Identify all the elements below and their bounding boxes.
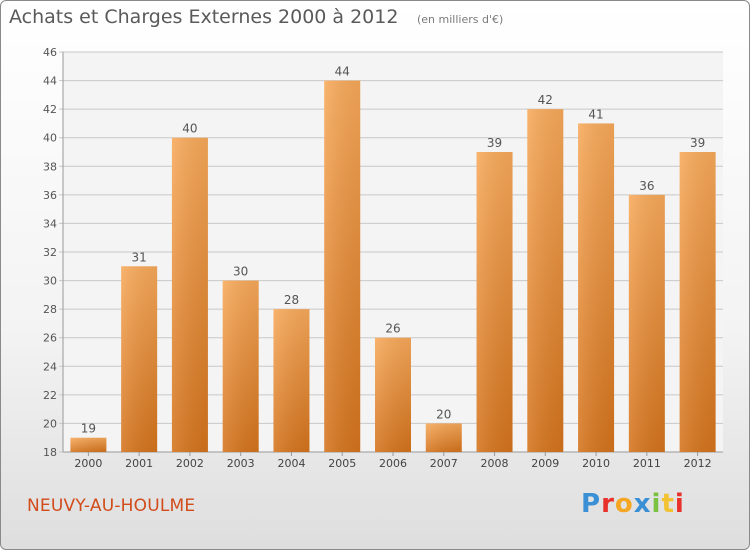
x-tick-label: 2004 xyxy=(277,457,305,470)
bar-shade xyxy=(679,152,716,452)
logo-letter: i xyxy=(674,489,685,519)
logo-letter: o xyxy=(614,489,634,519)
data-label: 36 xyxy=(639,179,654,193)
bar-shade xyxy=(121,266,158,452)
x-tick-label: 2002 xyxy=(176,457,204,470)
x-tick-label: 2003 xyxy=(227,457,255,470)
chart-subtitle: (en milliers d'€) xyxy=(417,13,504,26)
x-tick-label: 2011 xyxy=(633,457,661,470)
x-tick-label: 2010 xyxy=(582,457,610,470)
y-tick-label: 22 xyxy=(43,389,57,402)
data-label: 41 xyxy=(588,107,603,121)
y-tick-label: 40 xyxy=(43,132,57,145)
bar-shade xyxy=(70,437,107,452)
y-tick-label: 18 xyxy=(43,446,57,459)
x-tick-label: 2008 xyxy=(481,457,509,470)
data-label: 31 xyxy=(132,250,147,264)
bar-shade xyxy=(273,309,310,452)
chart-title: Achats et Charges Externes 2000 à 2012 xyxy=(9,6,399,28)
data-label: 28 xyxy=(284,293,299,307)
bar-shade xyxy=(324,80,361,453)
data-label: 42 xyxy=(538,93,553,107)
x-tick-label: 2012 xyxy=(684,457,712,470)
bar-shade xyxy=(628,194,665,452)
x-tick-label: 2009 xyxy=(531,457,559,470)
data-label: 19 xyxy=(81,422,96,436)
y-tick-label: 38 xyxy=(43,160,57,173)
y-tick-label: 20 xyxy=(43,417,57,430)
logo-letter: i xyxy=(651,489,662,519)
logo-letter: P xyxy=(581,489,602,519)
logo-letter: x xyxy=(633,489,652,519)
y-tick-label: 28 xyxy=(43,303,57,316)
commune-name: NEUVY-AU-HOULME xyxy=(27,496,196,516)
bar-shade xyxy=(425,423,462,452)
y-tick-label: 46 xyxy=(43,46,57,59)
bar-shade xyxy=(222,280,259,452)
x-tick-label: 2005 xyxy=(328,457,356,470)
bar-shade xyxy=(476,152,513,452)
data-label: 20 xyxy=(436,407,451,421)
bar-shade xyxy=(527,109,564,453)
data-label: 30 xyxy=(233,265,248,279)
data-label: 40 xyxy=(182,122,197,136)
y-tick-label: 32 xyxy=(43,246,57,259)
logo-letter: r xyxy=(601,489,615,519)
data-label: 44 xyxy=(335,65,350,79)
x-tick-label: 2000 xyxy=(74,457,102,470)
x-tick-label: 2006 xyxy=(379,457,407,470)
bar-shade xyxy=(171,137,208,452)
y-tick-label: 26 xyxy=(43,332,57,345)
y-tick-label: 34 xyxy=(43,217,57,230)
proxiti-logo: Proxiti xyxy=(581,489,685,519)
y-tick-label: 30 xyxy=(43,275,57,288)
y-tick-label: 36 xyxy=(43,189,57,202)
bar-shade xyxy=(578,123,615,452)
data-label: 39 xyxy=(690,136,705,150)
data-label: 26 xyxy=(385,322,400,336)
y-tick-label: 42 xyxy=(43,103,57,116)
x-tick-label: 2001 xyxy=(125,457,153,470)
y-tick-label: 44 xyxy=(43,75,57,88)
data-label: 39 xyxy=(487,136,502,150)
bar-shade xyxy=(375,337,411,452)
logo-letter: t xyxy=(661,489,675,519)
y-tick-label: 24 xyxy=(43,360,57,373)
x-tick-label: 2007 xyxy=(430,457,458,470)
